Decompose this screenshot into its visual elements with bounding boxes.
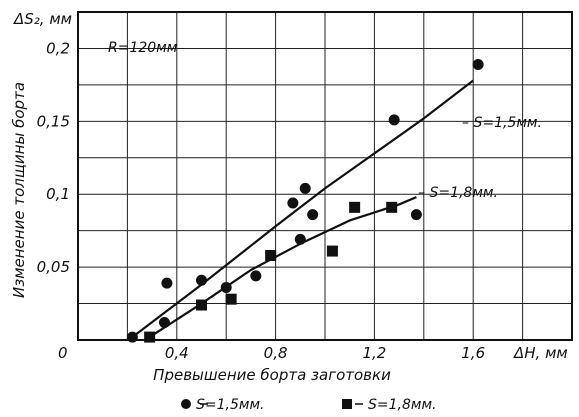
data-point-circle [220, 282, 232, 294]
data-point-circle [126, 331, 138, 343]
data-point-circle [158, 317, 170, 329]
y-tick-label: 0,1 [46, 185, 70, 203]
data-point-circle [388, 114, 400, 126]
data-point-square [265, 249, 277, 261]
legend-marker-square [342, 399, 352, 409]
x-axis-label: Превышение борта заготовки [153, 366, 391, 384]
data-point-circle [294, 233, 306, 245]
legend: S=1,5мм. S=1,8мм. [181, 397, 436, 413]
y-tick-label: 0,05 [37, 258, 70, 276]
data-point-circle [472, 58, 484, 70]
y-axis-label: Изменение толщины борта [10, 82, 28, 298]
data-point-circle [161, 277, 173, 289]
curve-label-s18: – S=1,8мм. [418, 185, 498, 201]
data-point-square [144, 331, 156, 343]
x-unit-label: ΔH, мм [513, 344, 568, 362]
data-point-circle [410, 209, 422, 221]
x-tick-label: 0,8 [264, 344, 288, 362]
data-point-square [326, 245, 338, 257]
data-point-circle [307, 209, 319, 221]
annotation-radius: R=120мм [108, 40, 178, 56]
data-point-circle [196, 274, 207, 286]
data-points [126, 58, 484, 343]
plot-frame [77, 11, 573, 341]
origin-label: 0 [58, 344, 68, 362]
y-tick-label: 0,15 [37, 112, 70, 130]
trend-lines [131, 79, 474, 339]
y-tick-label: 0,2 [46, 39, 70, 57]
data-point-circle [287, 197, 299, 209]
trend-line-series-1 [131, 79, 474, 338]
data-point-square [349, 201, 361, 213]
x-tick-label: 1,6 [461, 344, 485, 362]
data-point-square [386, 201, 398, 213]
legend-label-s15: S=1,5мм. [196, 397, 264, 413]
tick-labels: 0,4 0,8 1,2 1,6 0,05 0,1 0,15 0,2 [37, 39, 486, 362]
y-unit-label: ΔS₂, мм [13, 10, 72, 28]
curve-labels: – S=1,5мм. – S=1,8мм. [418, 115, 542, 201]
grid [78, 12, 572, 340]
data-point-circle [299, 182, 311, 194]
legend-label-s18: S=1,8мм. [368, 397, 436, 413]
legend-marker-circle [181, 399, 191, 409]
x-tick-label: 1,2 [362, 344, 386, 362]
data-point-square [225, 293, 237, 305]
data-point-circle [250, 270, 262, 282]
data-point-square [196, 299, 207, 311]
x-tick-label: 0,4 [165, 344, 189, 362]
curve-label-s15: – S=1,5мм. [462, 115, 542, 131]
